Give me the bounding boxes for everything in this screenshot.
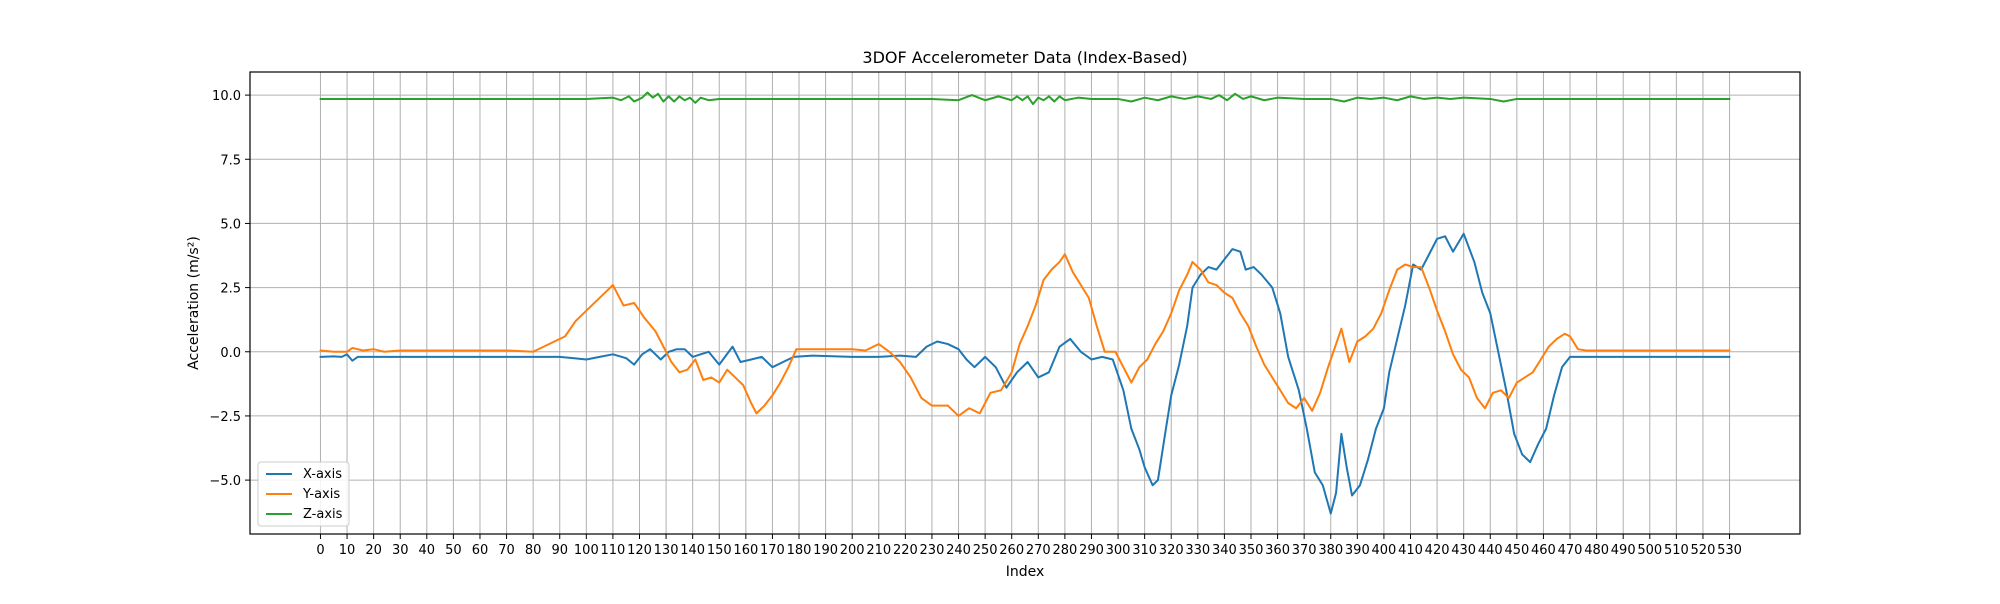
x-tick-label: 510 bbox=[1664, 543, 1689, 558]
x-tick-label: 320 bbox=[1159, 543, 1184, 558]
legend-y-axis-label: Y-axis bbox=[302, 487, 340, 502]
y-tick-label: 10.0 bbox=[212, 89, 241, 104]
x-tick-label: 100 bbox=[574, 543, 599, 558]
x-tick-label: 210 bbox=[866, 543, 891, 558]
x-tick-label: 490 bbox=[1611, 543, 1636, 558]
x-tick-label: 90 bbox=[551, 543, 568, 558]
grid-layer bbox=[250, 72, 1800, 534]
x-tick-label: 290 bbox=[1079, 543, 1104, 558]
legend-box bbox=[257, 461, 350, 527]
x-tick-label: 270 bbox=[1026, 543, 1051, 558]
x-tick-label: 240 bbox=[946, 543, 971, 558]
plot-frame bbox=[249, 71, 1801, 535]
x-tick-label: 370 bbox=[1292, 543, 1317, 558]
series-line-x-axis bbox=[319, 232, 1731, 515]
x-tick-label: 450 bbox=[1504, 543, 1529, 558]
x-tick-label: 480 bbox=[1584, 543, 1609, 558]
x-tick-label: 30 bbox=[392, 543, 409, 558]
x-tick-label: 20 bbox=[365, 543, 382, 558]
x-tick-label: 150 bbox=[707, 543, 732, 558]
legend-z-axis-label: Z-axis bbox=[303, 507, 343, 522]
y-axis: −5.0 −2.5 0.0 2.5 5.0 7.5 10.0 bbox=[209, 89, 250, 489]
x-tick-label: 470 bbox=[1558, 543, 1583, 558]
x-tick-label: 460 bbox=[1531, 543, 1556, 558]
y-axis-label: Acceleration (m/s²) bbox=[186, 236, 202, 370]
x-tick-label: 350 bbox=[1239, 543, 1264, 558]
x-tick-label: 140 bbox=[680, 543, 705, 558]
x-tick-label: 410 bbox=[1398, 543, 1423, 558]
series-line-z-axis bbox=[319, 91, 1731, 106]
x-tick-label: 160 bbox=[733, 543, 758, 558]
x-tick-label: 500 bbox=[1637, 543, 1662, 558]
x-tick-label: 330 bbox=[1185, 543, 1210, 558]
series-line-y-axis bbox=[319, 253, 1731, 417]
x-tick-label: 400 bbox=[1372, 543, 1397, 558]
series-layer bbox=[319, 91, 1731, 515]
y-tick-label: 2.5 bbox=[220, 282, 241, 297]
x-tick-label: 430 bbox=[1451, 543, 1476, 558]
x-tick-label: 520 bbox=[1691, 543, 1716, 558]
x-tick-label: 80 bbox=[525, 543, 542, 558]
x-tick-label: 170 bbox=[760, 543, 785, 558]
x-tick-label: 260 bbox=[999, 543, 1024, 558]
legend: X-axis Y-axis Z-axis bbox=[257, 461, 350, 527]
y-tick-label: −2.5 bbox=[209, 410, 241, 425]
x-tick-label: 120 bbox=[627, 543, 652, 558]
x-tick-label: 250 bbox=[973, 543, 998, 558]
x-tick-label: 190 bbox=[813, 543, 838, 558]
x-tick-label: 60 bbox=[472, 543, 489, 558]
x-tick-label: 50 bbox=[445, 543, 462, 558]
x-axis-label: Index bbox=[1006, 564, 1045, 580]
x-tick-label: 340 bbox=[1212, 543, 1237, 558]
x-tick-label: 530 bbox=[1717, 543, 1742, 558]
x-tick-label: 70 bbox=[498, 543, 515, 558]
x-tick-label: 440 bbox=[1478, 543, 1503, 558]
x-tick-label: 380 bbox=[1318, 543, 1343, 558]
x-tick-label: 130 bbox=[654, 543, 679, 558]
x-tick-label: 0 bbox=[316, 543, 324, 558]
x-tick-label: 110 bbox=[600, 543, 625, 558]
x-tick-label: 10 bbox=[339, 543, 356, 558]
x-tick-label: 310 bbox=[1132, 543, 1157, 558]
x-tick-label: 280 bbox=[1052, 543, 1077, 558]
x-tick-label: 390 bbox=[1345, 543, 1370, 558]
x-tick-label: 360 bbox=[1265, 543, 1290, 558]
x-tick-label: 420 bbox=[1425, 543, 1450, 558]
x-tick-label: 220 bbox=[893, 543, 918, 558]
chart-title: 3DOF Accelerometer Data (Index-Based) bbox=[862, 48, 1187, 67]
x-axis: 0 10 20 30 40 50 60 70 80 90 100 110 120 130 140 150 160… bbox=[316, 534, 1742, 558]
x-tick-label: 40 bbox=[419, 543, 436, 558]
x-tick-label: 300 bbox=[1106, 543, 1131, 558]
legend-x-axis-label: X-axis bbox=[303, 467, 342, 482]
y-tick-label: 0.0 bbox=[220, 346, 241, 361]
x-tick-label: 230 bbox=[920, 543, 945, 558]
y-tick-label: 5.0 bbox=[220, 217, 241, 232]
x-tick-label: 180 bbox=[787, 543, 812, 558]
x-tick-label: 200 bbox=[840, 543, 865, 558]
y-tick-label: 7.5 bbox=[220, 153, 241, 168]
y-tick-label: −5.0 bbox=[209, 474, 241, 489]
